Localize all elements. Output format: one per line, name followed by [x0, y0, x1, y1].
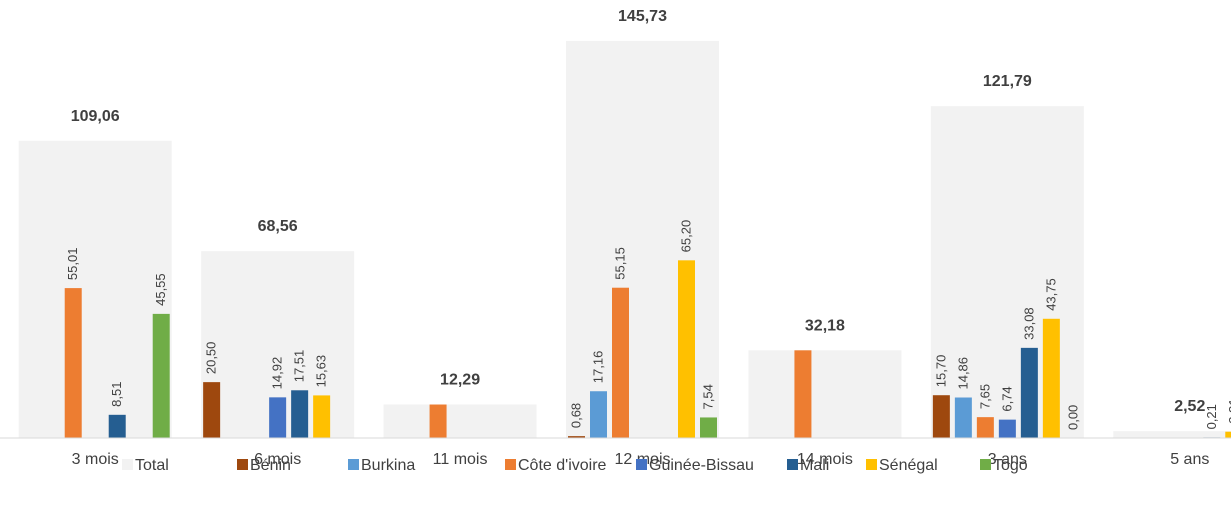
value-label: 14,86: [955, 357, 970, 390]
x-tick-label: 5 ans: [1170, 451, 1209, 468]
total-label: 109,06: [71, 108, 120, 125]
bar: [998, 419, 1016, 438]
x-tick-label: 3 ans: [988, 451, 1027, 468]
total-bar: [1113, 431, 1231, 438]
legend-swatch: [505, 459, 516, 470]
total-bar: [566, 40, 719, 439]
value-label: 7,54: [701, 384, 716, 409]
value-label: 7,65: [977, 384, 992, 409]
value-label: 6,74: [999, 386, 1014, 411]
total-bar: [18, 140, 172, 438]
x-tick-label: 14 mois: [797, 451, 853, 468]
value-label: 15,63: [314, 355, 329, 388]
legend-swatch: [348, 459, 359, 470]
value-label: 2,31: [1226, 398, 1231, 423]
bar: [568, 436, 585, 438]
bar: [954, 397, 972, 438]
bar: [590, 391, 607, 438]
bar: [203, 382, 221, 438]
value-label: 65,20: [679, 220, 694, 253]
legend-label: Total: [135, 457, 169, 474]
value-label: 0,00: [1065, 405, 1080, 430]
value-label: 20,50: [204, 342, 219, 375]
x-tick-label: 3 mois: [72, 451, 119, 468]
x-tick-label: 11 mois: [433, 451, 488, 468]
bar: [108, 414, 126, 438]
bar: [976, 417, 994, 438]
legend-swatch: [866, 459, 877, 470]
value-label: 0,68: [569, 403, 584, 428]
x-tick-label: 6 mois: [254, 451, 301, 468]
value-label: 17,51: [292, 350, 307, 383]
total-label: 121,79: [983, 73, 1032, 90]
total-bar: [748, 350, 902, 438]
legend-label: Sénégal: [879, 457, 938, 474]
legend-label: Côte d'ivoire: [518, 457, 607, 474]
total-bar: [383, 404, 537, 438]
total-label: 68,56: [258, 218, 298, 235]
bar: [1225, 431, 1231, 438]
bar: [269, 397, 287, 438]
legend-swatch: [636, 459, 647, 470]
legend-label: Guinée-Bissau: [649, 457, 754, 474]
legend-label: Burkina: [361, 457, 415, 474]
bar: [678, 260, 695, 438]
value-label: 33,08: [1021, 307, 1036, 340]
bar: [152, 313, 170, 438]
legend-swatch: [980, 459, 991, 470]
value-label: 0,21: [1204, 404, 1219, 429]
value-label: 55,01: [65, 248, 80, 281]
value-label: 17,16: [591, 351, 606, 384]
legend-swatch: [122, 459, 133, 470]
legend-swatch: [237, 459, 248, 470]
total-label: 32,18: [805, 317, 845, 334]
value-label: 14,92: [270, 357, 285, 390]
bar: [612, 287, 629, 438]
bar: [1020, 347, 1038, 438]
total-label: 2,52: [1174, 398, 1205, 415]
bar: [64, 288, 82, 438]
bar: [313, 395, 331, 438]
bar: [1042, 318, 1060, 438]
bar: [794, 350, 812, 438]
total-label: 145,73: [618, 8, 667, 25]
bar: [932, 395, 950, 438]
value-label: 55,15: [613, 247, 628, 280]
legend-label: Bénin: [250, 457, 291, 474]
value-label: 8,51: [109, 381, 124, 406]
value-label: 15,70: [933, 355, 948, 388]
bar: [700, 417, 717, 438]
legend-label: Togo: [993, 457, 1028, 474]
bar: [291, 390, 309, 438]
value-label: 43,75: [1043, 278, 1058, 311]
legend-label: Mali: [800, 457, 829, 474]
total-label: 12,29: [440, 372, 480, 389]
legend-swatch: [787, 459, 798, 470]
value-label: 45,55: [153, 273, 168, 306]
bar: [429, 404, 447, 438]
